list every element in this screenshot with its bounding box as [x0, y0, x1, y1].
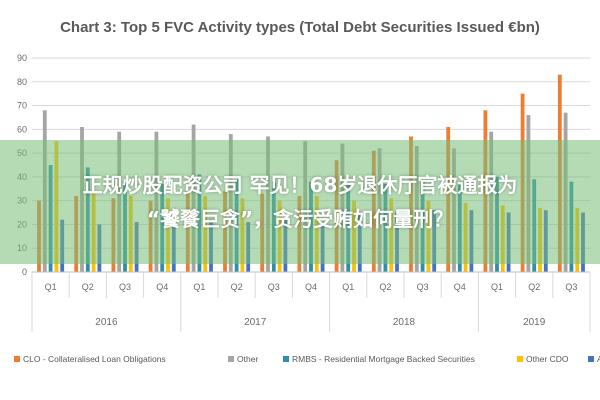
legend-swatch [14, 356, 20, 362]
legend: CLO - Collateralised Loan Obligations Oth… [14, 354, 600, 364]
overlay-banner: 正规炒股配资公司 罕见！68岁退休厅官被通报为 “饕餮巨贪”，贪污受贿如何量刑？ [0, 140, 600, 264]
overlay-line-2: “饕餮巨贪”，贪污受贿如何量刑？ [146, 207, 454, 231]
year-group-label: 2016 [95, 317, 118, 328]
y-tick-label: 90 [17, 53, 27, 63]
y-tick-label: 80 [17, 77, 27, 87]
legend-swatch [517, 356, 523, 362]
y-tick-label: 0 [22, 267, 27, 277]
legend-swatch [228, 356, 234, 362]
x-axis: Q1 Q2 Q3 Q4 Q1 Q2 Q3 Q4 Q1 Q2 Q3 Q4 Q1 Q2 Q3 2016 2017 20… [31, 271, 591, 332]
legend-label: CLO - Collateralised Loan Obligations [23, 354, 166, 364]
legend-label: ABCP [597, 354, 600, 364]
x-tick-label: Q2 [379, 282, 391, 292]
x-tick-label: Q2 [231, 282, 243, 292]
overlay-line-1: 正规炒股配资公司 罕见！68岁退休厅官被通报为 [82, 173, 518, 197]
x-tick-label: Q3 [268, 282, 280, 292]
legend-swatch [283, 356, 289, 362]
legend-swatch [588, 356, 594, 362]
x-tick-label: Q1 [491, 282, 503, 292]
x-tick-label: Q3 [119, 282, 131, 292]
x-tick-label: Q4 [305, 282, 317, 292]
x-tick-label: Q1 [342, 282, 354, 292]
x-tick-label: Q1 [193, 282, 205, 292]
legend-label: Other [237, 354, 258, 364]
year-group-label: 2018 [393, 317, 416, 328]
x-tick-label: Q2 [82, 282, 94, 292]
x-tick-label: Q1 [45, 282, 57, 292]
y-tick-label: 70 [17, 101, 27, 111]
year-group-label: 2017 [244, 317, 267, 328]
legend-label: RMBS - Residential Mortgage Backed Secur… [292, 354, 475, 364]
chart-title: Chart 3: Top 5 FVC Activity types (Total… [60, 19, 540, 36]
year-group-label: 2019 [523, 317, 546, 328]
x-tick-label: Q2 [528, 282, 540, 292]
y-tick-label: 60 [17, 124, 27, 134]
legend-label: Other CDO [526, 354, 569, 364]
x-tick-label: Q3 [417, 282, 429, 292]
x-tick-label: Q4 [454, 282, 466, 292]
x-tick-label: Q3 [565, 282, 577, 292]
x-tick-label: Q4 [156, 282, 168, 292]
